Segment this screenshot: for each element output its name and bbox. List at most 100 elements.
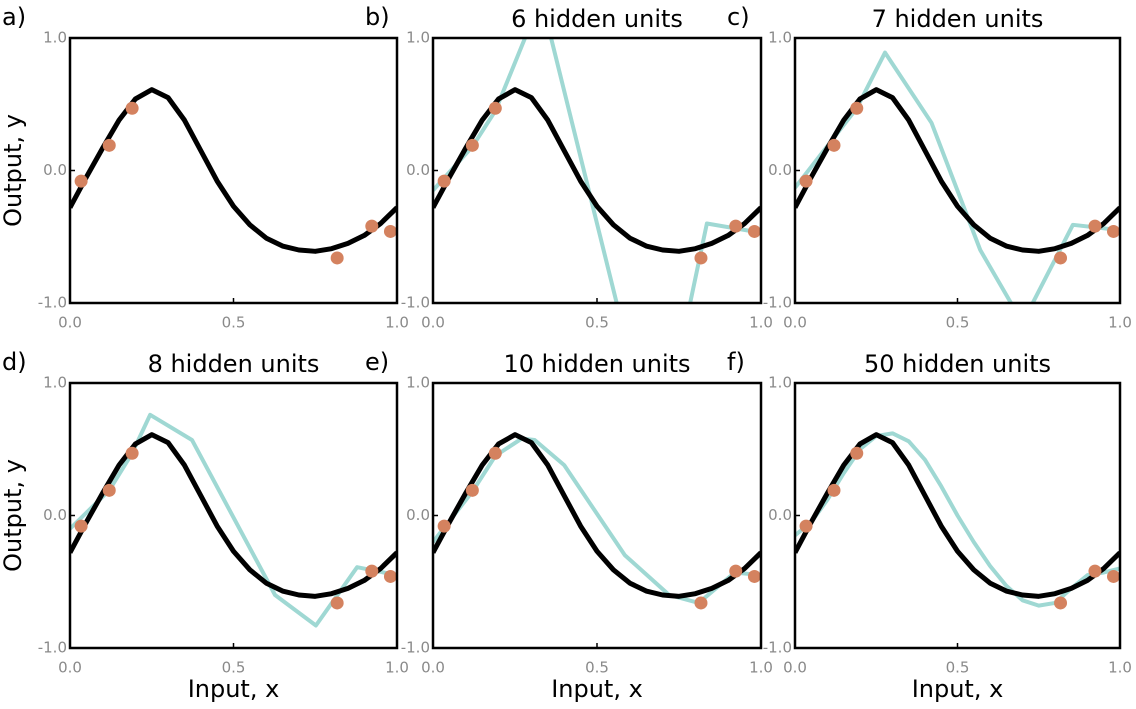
data-point [465, 483, 479, 497]
data-point [747, 569, 761, 583]
panel-title: 50 hidden units [864, 350, 1051, 378]
y-tick-label: 0.0 [43, 506, 67, 524]
axes-frame [68, 36, 399, 305]
data-point [1088, 564, 1102, 578]
data-point [102, 483, 116, 497]
x-tick-label: 0.5 [946, 659, 970, 677]
x-tick-label: 1.0 [385, 314, 409, 332]
axes-frame [431, 36, 763, 305]
data-point [488, 446, 502, 460]
data-point [799, 174, 813, 188]
y-tick-label: -1.0 [763, 294, 792, 312]
data-point [383, 224, 397, 238]
y-axis-label: Output, y [0, 114, 27, 227]
y-tick-label: 1.0 [768, 374, 792, 392]
panel-label: d) [2, 348, 27, 376]
data-point [102, 138, 116, 152]
y-tick-label: -1.0 [38, 294, 67, 312]
axes-frame [793, 36, 1122, 305]
panel-label: f) [727, 348, 745, 376]
data-point [729, 564, 743, 578]
y-tick-label: 0.0 [768, 161, 792, 179]
y-tick-label: 1.0 [43, 374, 67, 392]
x-tick-label: 1.0 [1108, 659, 1132, 677]
plot-area [433, 432, 761, 610]
panel: 0.0 0.5 1.0 -1.0 0.0 1.0 d) 8 hidden units Input… [0, 348, 409, 703]
data-point [850, 101, 864, 115]
y-tick-label: 0.0 [43, 161, 67, 179]
data-point [365, 219, 379, 233]
panel: 0.0 0.5 1.0 -1.0 0.0 1.0 c) 7 hidden units [727, 3, 1132, 332]
data-point [1088, 219, 1102, 233]
y-tick-label: 1.0 [43, 29, 67, 47]
x-tick-label: 0.0 [58, 314, 82, 332]
data-point [365, 564, 379, 578]
data-point [488, 101, 502, 115]
panel-title: 10 hidden units [503, 350, 690, 378]
panel: 0.0 0.5 1.0 -1.0 0.0 1.0 b) 6 hidden units [365, 3, 773, 332]
x-tick-label: 0.5 [585, 314, 609, 332]
panel-label: e) [365, 348, 389, 376]
data-point [694, 596, 708, 610]
data-point [125, 101, 139, 115]
data-point [1107, 569, 1120, 583]
panel: 0.0 0.5 1.0 -1.0 0.0 1.0 e) 10 hidden units Inpu… [365, 348, 773, 703]
plot-area [433, 38, 761, 303]
x-tick-label: 0.0 [421, 314, 445, 332]
data-point [465, 138, 479, 152]
x-tick-label: 0.5 [222, 314, 246, 332]
data-point [437, 519, 451, 533]
panel-title: 7 hidden units [872, 5, 1044, 33]
data-point [694, 251, 708, 265]
plot-area [70, 87, 397, 265]
x-tick-label: 0.0 [58, 659, 82, 677]
x-tick-label: 1.0 [749, 314, 773, 332]
y-tick-label: 0.0 [768, 506, 792, 524]
x-tick-label: 0.5 [222, 659, 246, 677]
x-axis-label: Input, x [188, 675, 280, 703]
panel-label: c) [727, 3, 750, 31]
x-tick-label: 0.5 [946, 314, 970, 332]
y-tick-label: 0.0 [406, 161, 430, 179]
x-tick-label: 1.0 [385, 659, 409, 677]
data-point [437, 174, 451, 188]
panel-label: a) [2, 3, 26, 31]
panel-title: 6 hidden units [511, 5, 683, 33]
data-point [125, 446, 139, 460]
data-point [383, 569, 397, 583]
data-point [850, 446, 864, 460]
panel: 0.0 0.5 1.0 -1.0 0.0 1.0 f) 50 hidden units Inpu… [727, 348, 1132, 703]
line [795, 50, 1120, 303]
x-tick-label: 0.0 [783, 314, 807, 332]
x-tick-label: 0.0 [783, 659, 807, 677]
x-tick-label: 1.0 [1108, 314, 1132, 332]
line [70, 87, 397, 254]
data-point [1054, 596, 1068, 610]
line [433, 432, 761, 599]
data-point [827, 138, 841, 152]
line [795, 432, 1120, 599]
data-point [74, 174, 88, 188]
plot-area [70, 412, 397, 628]
y-tick-label: -1.0 [401, 639, 430, 657]
x-axis-label: Input, x [551, 675, 643, 703]
y-tick-label: 1.0 [768, 29, 792, 47]
y-tick-label: 1.0 [406, 374, 430, 392]
line [795, 87, 1120, 254]
data-point [330, 596, 344, 610]
data-point [827, 483, 841, 497]
y-tick-label: 1.0 [406, 29, 430, 47]
panel-title: 8 hidden units [148, 350, 320, 378]
line [795, 431, 1120, 608]
y-axis-label: Output, y [0, 459, 27, 572]
x-axis-label: Input, x [912, 675, 1004, 703]
data-point [74, 519, 88, 533]
y-tick-label: -1.0 [38, 639, 67, 657]
x-tick-label: 1.0 [749, 659, 773, 677]
x-tick-label: 0.0 [421, 659, 445, 677]
y-tick-label: 0.0 [406, 506, 430, 524]
line [433, 87, 761, 254]
y-tick-label: -1.0 [401, 294, 430, 312]
